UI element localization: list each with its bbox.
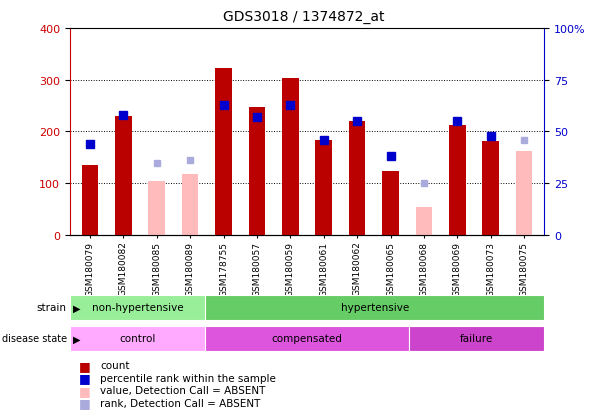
Bar [349, 122, 365, 235]
Text: ■: ■ [79, 384, 91, 397]
Text: ▶: ▶ [73, 303, 80, 313]
Text: rank, Detection Call = ABSENT: rank, Detection Call = ABSENT [100, 398, 261, 408]
Bar [282, 79, 299, 235]
Text: ■: ■ [79, 359, 91, 372]
Text: ▶: ▶ [73, 334, 80, 344]
Text: GDS3018 / 1374872_at: GDS3018 / 1374872_at [223, 10, 385, 24]
Text: strain: strain [37, 303, 67, 313]
Text: ■: ■ [79, 396, 91, 409]
Bar [482, 142, 499, 235]
Bar [182, 174, 198, 235]
Bar [215, 69, 232, 235]
Bar [70, 295, 206, 320]
Text: ■: ■ [79, 371, 91, 385]
Text: value, Detection Call = ABSENT: value, Detection Call = ABSENT [100, 385, 266, 395]
Bar [70, 326, 206, 351]
Bar [249, 107, 265, 235]
Bar [382, 171, 399, 235]
Text: non-hypertensive: non-hypertensive [92, 303, 184, 313]
Bar [409, 326, 544, 351]
Bar [81, 166, 98, 235]
Text: failure: failure [460, 334, 493, 344]
Bar [449, 126, 466, 235]
Bar [206, 326, 409, 351]
Text: control: control [120, 334, 156, 344]
Bar [316, 141, 332, 235]
Text: compensated: compensated [272, 334, 342, 344]
Text: disease state: disease state [2, 334, 67, 344]
Text: count: count [100, 361, 130, 370]
Text: hypertensive: hypertensive [340, 303, 409, 313]
Bar [416, 207, 432, 235]
Text: percentile rank within the sample: percentile rank within the sample [100, 373, 276, 383]
Bar [516, 152, 533, 235]
Bar [115, 116, 132, 235]
Bar [148, 181, 165, 235]
Bar [206, 295, 544, 320]
